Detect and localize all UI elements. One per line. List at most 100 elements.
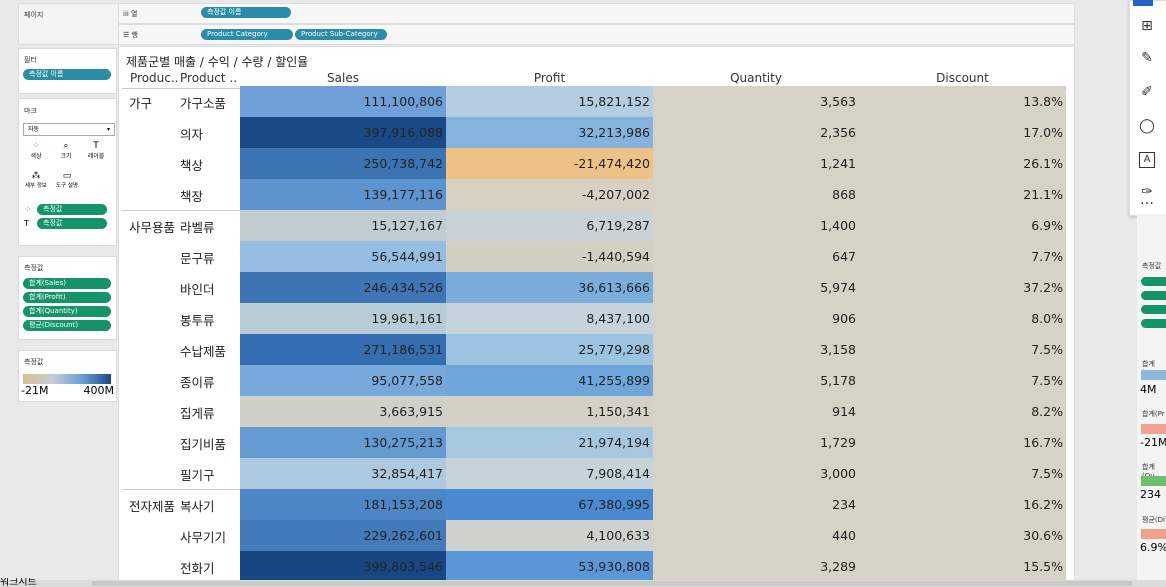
rows-pill-subcategory[interactable]: Product Sub-Category (295, 29, 387, 40)
cell-profit[interactable]: 41,255,899 (446, 365, 653, 396)
cell-qty[interactable]: 234 (653, 489, 859, 520)
text-box-icon[interactable]: A (1139, 152, 1155, 168)
cell-qty[interactable]: 2,356 (653, 117, 859, 148)
mark-pill-color[interactable]: 측정값 (37, 204, 107, 215)
cell-profit[interactable]: -21,474,420 (446, 148, 653, 179)
cell-sales[interactable]: 246,434,526 (240, 272, 446, 303)
cell-qty[interactable]: 1,400 (653, 210, 859, 241)
horizontal-scrollbar[interactable] (92, 581, 1132, 586)
columns-pill-measure-names[interactable]: 측정값 이름 (201, 7, 291, 18)
header-sales[interactable]: Sales (327, 71, 359, 85)
cell-profit[interactable]: 25,779,298 (446, 334, 653, 365)
measure-pill-quantity[interactable]: 합계(Quantity) (23, 306, 111, 317)
tooltip-button[interactable]: ▭ 도구 설명 (53, 171, 81, 195)
cell-disc[interactable]: 21.1% (859, 179, 1066, 210)
cell-profit[interactable]: 8,437,100 (446, 303, 653, 334)
row-subcategory-label[interactable]: 집게류 (180, 406, 215, 421)
cell-sales[interactable]: 130,275,213 (240, 427, 446, 458)
cell-qty[interactable]: 868 (653, 179, 859, 210)
cell-disc[interactable]: 16.7% (859, 427, 1066, 458)
row-category-label[interactable]: 가구 (129, 96, 153, 111)
rows-pill-category[interactable]: Product Category (201, 29, 293, 40)
header-discount[interactable]: Discount (936, 71, 989, 85)
cell-disc[interactable]: 17.0% (859, 117, 1066, 148)
cell-disc[interactable]: 7.7% (859, 241, 1066, 272)
cell-profit[interactable]: -1,440,594 (446, 241, 653, 272)
cell-disc[interactable]: 8.2% (859, 396, 1066, 427)
cell-sales[interactable]: 32,854,417 (240, 458, 446, 489)
label-button[interactable]: T 레이블 (85, 141, 107, 165)
cell-sales[interactable]: 399,803,546 (240, 551, 446, 582)
row-subcategory-label[interactable]: 책장 (180, 189, 204, 204)
cell-disc[interactable]: 37.2% (859, 272, 1066, 303)
cell-sales[interactable]: 15,127,167 (240, 210, 446, 241)
right-pill-1[interactable] (1141, 277, 1166, 286)
cell-profit[interactable]: -4,207,002 (446, 179, 653, 210)
measure-pill-profit[interactable]: 합계(Profit) (23, 292, 111, 303)
cell-qty[interactable]: 3,000 (653, 458, 859, 489)
cell-qty[interactable]: 5,974 (653, 272, 859, 303)
row-subcategory-label[interactable]: 전화기 (180, 561, 215, 576)
cell-sales[interactable]: 111,100,806 (240, 86, 446, 117)
mark-pill-label[interactable]: 측정값 (37, 218, 107, 229)
cell-disc[interactable]: 26.1% (859, 148, 1066, 179)
eraser-icon[interactable]: ✑ (1141, 184, 1153, 200)
size-button[interactable]: ⌕ 크기 (55, 141, 77, 165)
cell-sales[interactable]: 56,544,991 (240, 241, 446, 272)
header-product-subcategory[interactable]: Product .. (180, 71, 238, 85)
cell-qty[interactable]: 3,289 (653, 551, 859, 582)
cell-disc[interactable]: 15.5% (859, 551, 1066, 582)
cell-disc[interactable]: 6.9% (859, 210, 1066, 241)
more-icon[interactable]: … (1140, 192, 1154, 208)
cell-sales[interactable]: 250,738,742 (240, 148, 446, 179)
row-subcategory-label[interactable]: 복사기 (180, 499, 215, 514)
cell-disc[interactable]: 7.5% (859, 458, 1066, 489)
cell-qty[interactable]: 1,241 (653, 148, 859, 179)
row-category-label[interactable]: 전자제품 (129, 499, 176, 514)
row-subcategory-label[interactable]: 종이류 (180, 375, 215, 390)
header-quantity[interactable]: Quantity (730, 71, 782, 85)
row-subcategory-label[interactable]: 봉투류 (180, 313, 215, 328)
pen-icon[interactable]: ✎ (1141, 50, 1153, 66)
cell-disc[interactable]: 16.2% (859, 489, 1066, 520)
cell-profit[interactable]: 67,380,995 (446, 489, 653, 520)
cell-profit[interactable]: 7,908,414 (446, 458, 653, 489)
cell-qty[interactable]: 3,158 (653, 334, 859, 365)
row-subcategory-label[interactable]: 라벨류 (180, 220, 215, 235)
cell-sales[interactable]: 229,262,601 (240, 520, 446, 551)
cell-sales[interactable]: 19,961,161 (240, 303, 446, 334)
cell-qty[interactable]: 906 (653, 303, 859, 334)
measure-pill-sales[interactable]: 합계(Sales) (23, 278, 111, 289)
cell-disc[interactable]: 7.5% (859, 365, 1066, 396)
filter-pill-measure-names[interactable]: 측정값 이름 (23, 69, 111, 80)
cell-profit[interactable]: 53,930,808 (446, 551, 653, 582)
cell-sales[interactable]: 139,177,116 (240, 179, 446, 210)
highlighter-icon[interactable]: ✐ (1141, 84, 1153, 100)
row-subcategory-label[interactable]: 의자 (180, 127, 204, 142)
header-product-category[interactable]: Produc.. (130, 71, 179, 85)
row-subcategory-label[interactable]: 수납제품 (180, 344, 227, 359)
cell-disc[interactable]: 7.5% (859, 334, 1066, 365)
sheet-tab-label[interactable]: 워크시트 (0, 578, 37, 587)
cell-disc[interactable]: 8.0% (859, 303, 1066, 334)
right-pill-2[interactable] (1141, 291, 1166, 300)
new-comment-icon[interactable]: ⊞ (1141, 18, 1153, 34)
lasso-icon[interactable]: ◯ (1139, 118, 1155, 134)
cell-profit[interactable]: 6,719,287 (446, 210, 653, 241)
row-subcategory-label[interactable]: 문구류 (180, 251, 215, 266)
row-subcategory-label[interactable]: 필기구 (180, 468, 215, 483)
row-subcategory-label[interactable]: 책상 (180, 158, 204, 173)
cell-qty[interactable]: 5,178 (653, 365, 859, 396)
cell-sales[interactable]: 181,153,208 (240, 489, 446, 520)
right-pill-4[interactable] (1141, 319, 1166, 328)
cell-sales[interactable]: 271,186,531 (240, 334, 446, 365)
cell-sales[interactable]: 95,077,558 (240, 365, 446, 396)
row-category-label[interactable]: 사무용품 (129, 220, 176, 235)
cell-profit[interactable]: 4,100,633 (446, 520, 653, 551)
cell-profit[interactable]: 36,613,666 (446, 272, 653, 303)
cell-sales[interactable]: 397,916,088 (240, 117, 446, 148)
cell-qty[interactable]: 1,729 (653, 427, 859, 458)
color-button[interactable]: ⁘ 색상 (25, 141, 47, 165)
mark-type-dropdown[interactable]: 자동 ▾ (23, 123, 115, 136)
row-subcategory-label[interactable]: 사무기기 (180, 530, 227, 545)
